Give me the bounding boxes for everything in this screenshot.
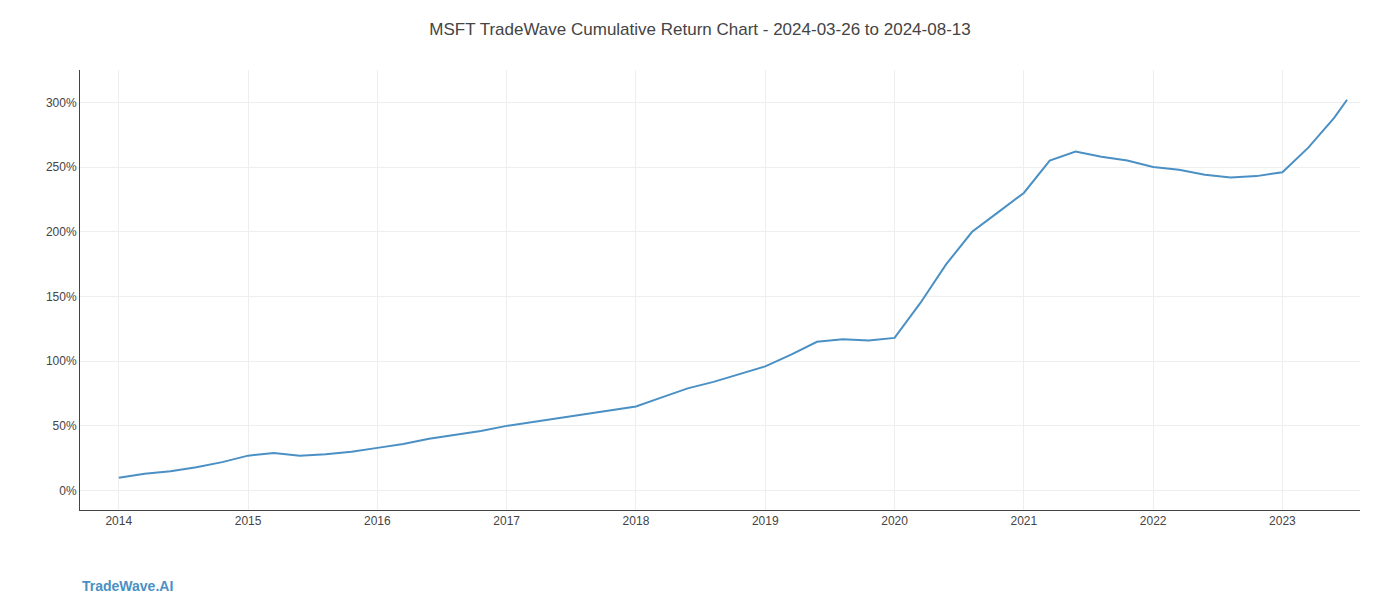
svg-text:200%: 200% xyxy=(46,225,77,239)
svg-text:2019: 2019 xyxy=(752,514,779,528)
svg-text:2017: 2017 xyxy=(493,514,520,528)
svg-text:150%: 150% xyxy=(46,290,77,304)
svg-text:2021: 2021 xyxy=(1010,514,1037,528)
svg-text:2018: 2018 xyxy=(623,514,650,528)
svg-text:2014: 2014 xyxy=(105,514,132,528)
svg-text:2023: 2023 xyxy=(1269,514,1296,528)
svg-text:0%: 0% xyxy=(59,484,77,498)
svg-text:TradeWave.AI: TradeWave.AI xyxy=(82,578,173,594)
svg-text:250%: 250% xyxy=(46,160,77,174)
svg-text:100%: 100% xyxy=(46,354,77,368)
svg-text:2015: 2015 xyxy=(235,514,262,528)
svg-text:MSFT TradeWave Cumulative Retu: MSFT TradeWave Cumulative Return Chart -… xyxy=(429,20,970,39)
svg-text:2022: 2022 xyxy=(1140,514,1167,528)
svg-text:300%: 300% xyxy=(46,96,77,110)
svg-text:2016: 2016 xyxy=(364,514,391,528)
svg-text:2020: 2020 xyxy=(881,514,908,528)
svg-text:50%: 50% xyxy=(53,419,77,433)
